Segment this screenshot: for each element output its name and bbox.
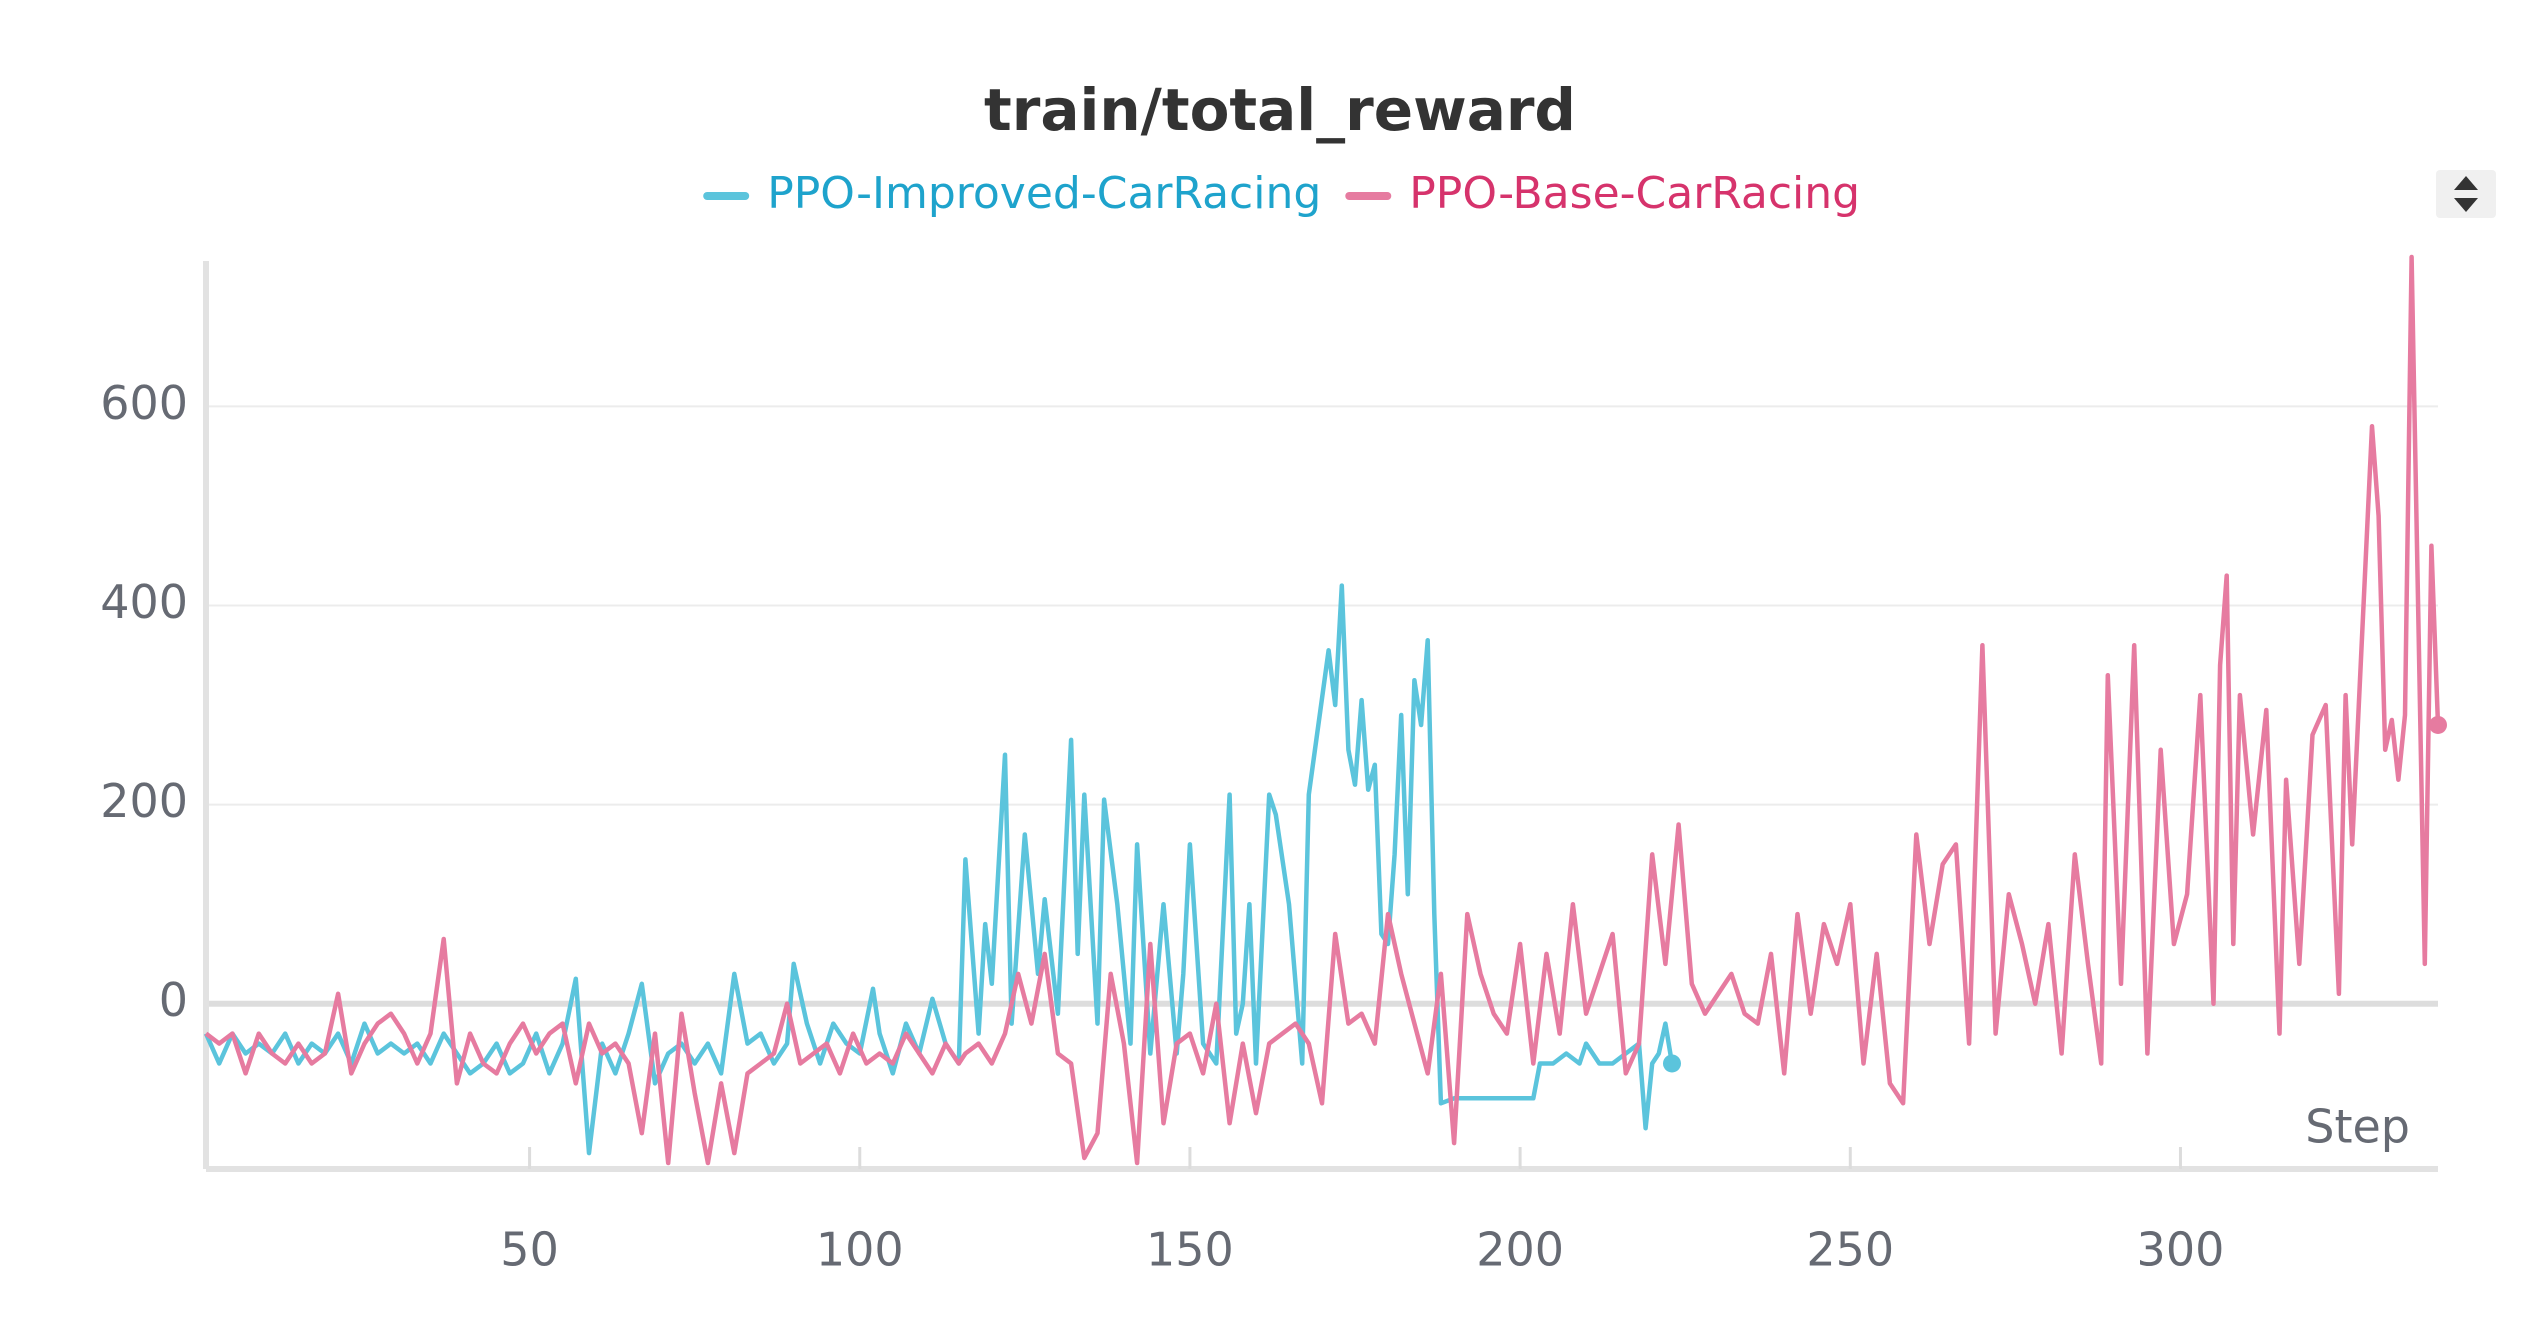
scroll-arrows[interactable] [2454, 176, 2478, 212]
x-tick-label: 150 [1146, 1223, 1234, 1277]
y-tick-label: 400 [100, 575, 188, 629]
series-line [204, 254, 2441, 1166]
series-line [203, 583, 1675, 1156]
x-tick-label: 50 [500, 1223, 559, 1277]
x-tick-label: 300 [2137, 1223, 2225, 1277]
y-tick-label: 0 [159, 973, 188, 1027]
x-tick-label: 100 [816, 1223, 904, 1277]
scroll-bg[interactable] [2436, 170, 2496, 218]
x-tick-label: 250 [1806, 1223, 1894, 1277]
y-tick-label: 200 [100, 774, 188, 828]
legend: PPO-Improved-CarRacing PPO-Base-CarRacing [703, 168, 1860, 219]
end-point [1662, 1054, 1681, 1073]
legend-label: PPO-Base-CarRacing [1409, 168, 1860, 219]
x-tick-label: 200 [1476, 1223, 1564, 1277]
y-tick-label: 600 [100, 376, 188, 430]
x-axis-label: Step [2305, 1100, 2410, 1154]
scroll-control[interactable] [2436, 170, 2496, 218]
end-point [2429, 715, 2447, 734]
legend-label: PPO-Improved-CarRacing [767, 168, 1321, 219]
chart-title: train/total_reward [984, 76, 1576, 144]
